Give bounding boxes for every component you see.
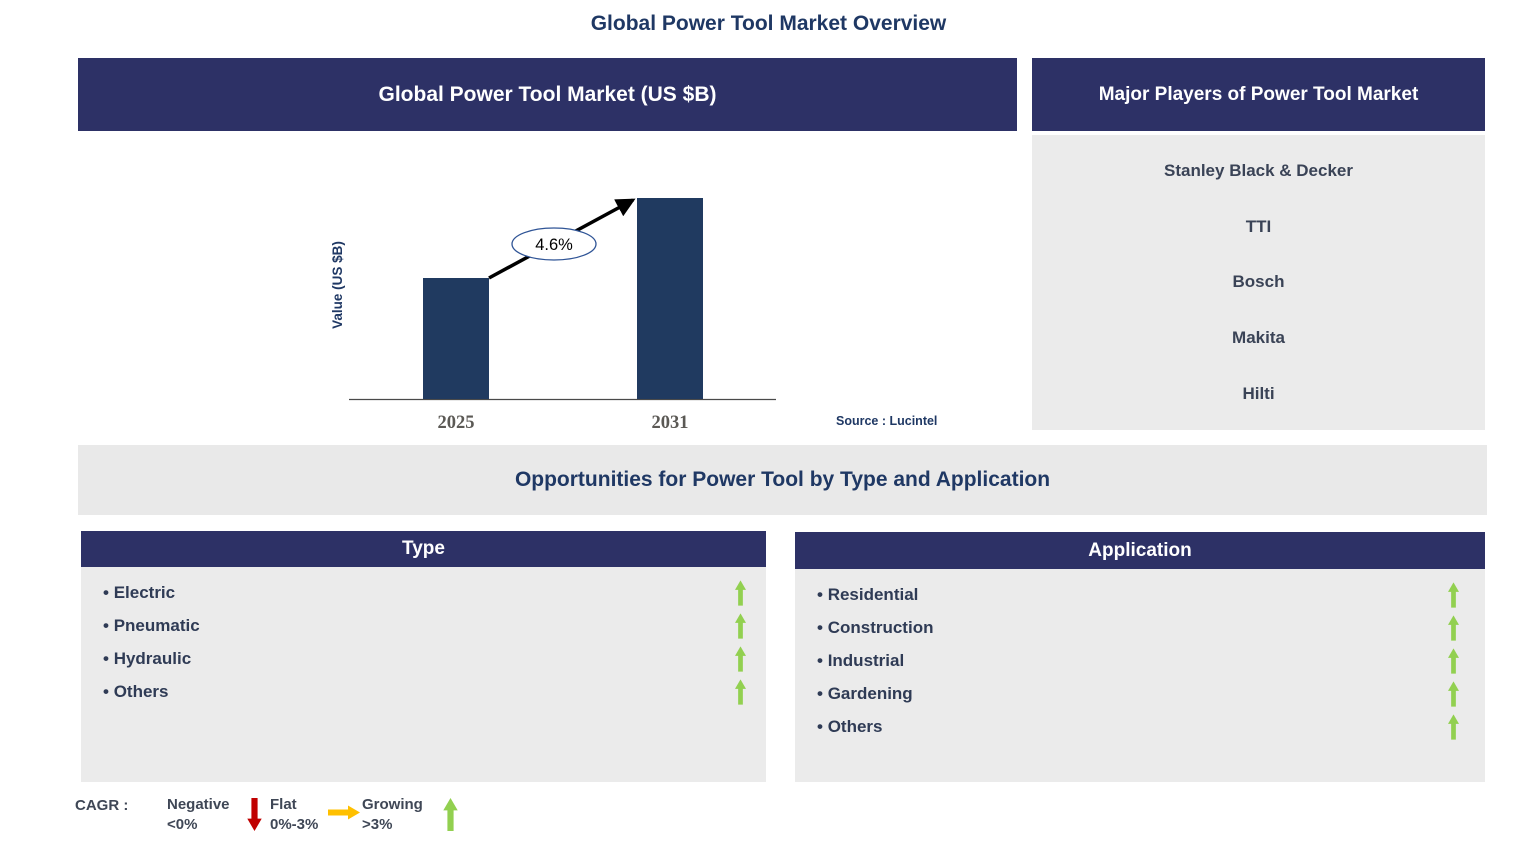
application-item-label: Industrial <box>817 651 905 671</box>
opportunities-title: Opportunities for Power Tool by Type and… <box>514 468 1051 491</box>
player-name: Hilti <box>1242 384 1275 404</box>
x-tick-2025: 2025 <box>438 413 475 433</box>
market-bar-chart: Value (US $B) 4.6% 2025 2031 <box>330 198 776 433</box>
type-item-label: Others <box>103 682 169 702</box>
list-item: Construction <box>795 611 1485 644</box>
type-panel-header: Type <box>81 531 766 567</box>
application-item-label: Residential <box>817 585 919 605</box>
legend-range: <0% <box>167 816 198 833</box>
legend-label: Growing <box>362 796 423 813</box>
application-panel-header: Application <box>795 532 1485 569</box>
legend-prefix: CAGR : <box>75 797 129 814</box>
player-name: TTI <box>1245 216 1272 236</box>
legend-range: >3% <box>362 816 393 833</box>
page-title: Global Power Tool Market Overview <box>590 12 947 35</box>
type-item-label: Hydraulic <box>103 649 191 669</box>
trend-up-arrow-icon <box>735 579 746 606</box>
list-item: Others <box>795 710 1485 743</box>
cagr-annotation: 4.6% <box>535 236 573 254</box>
list-item: Gardening <box>795 677 1485 710</box>
player-name: Makita <box>1232 328 1285 348</box>
legend-label: Flat <box>270 796 297 813</box>
trend-up-arrow-icon <box>735 678 746 705</box>
players-panel-header: Major Players of Power Tool Market <box>1032 58 1485 131</box>
application-list: Residential Construction Industrial Gard… <box>795 569 1485 782</box>
trend-up-arrow-icon <box>1448 713 1459 740</box>
opportunities-band: Opportunities for Power Tool by Type and… <box>78 445 1487 515</box>
trend-up-arrow-icon <box>1448 614 1459 641</box>
source-note: Source : Lucintel <box>836 414 938 428</box>
list-item: Hydraulic <box>81 642 766 675</box>
legend-range: 0%-3% <box>270 816 319 833</box>
application-panel-header-label: Application <box>1088 539 1192 561</box>
application-item-label: Others <box>817 717 883 737</box>
y-axis-label: Value (US $B) <box>330 241 345 329</box>
type-panel-header-label: Type <box>402 538 445 559</box>
trend-up-arrow-icon <box>1448 680 1459 707</box>
trend-up-arrow-icon <box>735 612 746 639</box>
chart-panel-header-label: Global Power Tool Market (US $B) <box>378 82 717 106</box>
application-item-label: Construction <box>817 618 934 638</box>
list-item: Residential <box>795 578 1485 611</box>
trend-up-arrow-icon <box>1448 647 1459 674</box>
trend-flat-arrow-icon <box>328 805 360 820</box>
trend-up-arrow-icon <box>1448 581 1459 608</box>
players-list: Stanley Black & Decker TTI Bosch Makita … <box>1032 135 1485 430</box>
legend-label: Negative <box>167 796 230 813</box>
x-tick-2031: 2031 <box>652 413 689 433</box>
cagr-ellipse <box>511 227 597 261</box>
list-item: Pneumatic <box>81 609 766 642</box>
trend-up-arrow-icon <box>735 645 746 672</box>
list-item: Electric <box>81 576 766 609</box>
type-list: Electric Pneumatic Hydraulic Others <box>81 567 766 782</box>
bar-2031 <box>637 198 703 399</box>
player-name: Stanley Black & Decker <box>1164 160 1353 180</box>
type-item-label: Pneumatic <box>103 616 200 636</box>
player-name: Bosch <box>1232 272 1285 292</box>
list-item: Industrial <box>795 644 1485 677</box>
application-item-label: Gardening <box>817 684 913 704</box>
bar-2025 <box>423 278 489 399</box>
players-panel-header-label: Major Players of Power Tool Market <box>1098 83 1419 105</box>
type-item-label: Electric <box>103 583 175 603</box>
list-item: Others <box>81 675 766 708</box>
trend-up-arrow-icon <box>443 798 458 831</box>
trend-down-arrow-icon <box>247 798 262 831</box>
cagr-legend: CAGR : Negative <0% Flat 0%-3% Growing >… <box>75 795 535 840</box>
chart-panel-header: Global Power Tool Market (US $B) <box>78 58 1017 131</box>
